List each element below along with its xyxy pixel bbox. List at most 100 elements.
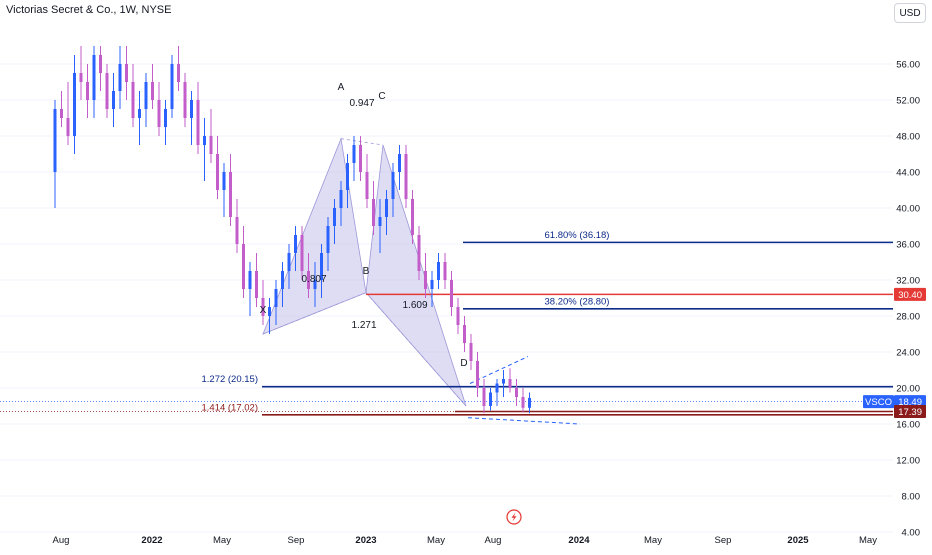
candle-body (281, 271, 284, 289)
pattern-ratio: 1.609 (402, 300, 427, 311)
candle-body (515, 388, 518, 397)
pattern-ratio: 1.271 (351, 320, 376, 331)
candle-body (495, 383, 499, 393)
candle-body (229, 172, 232, 217)
x-tick-label: May (859, 535, 877, 546)
candle-body (196, 100, 200, 145)
candle-body (268, 307, 271, 316)
candle-body (222, 172, 226, 190)
pattern-ratio: 0.947 (349, 98, 374, 109)
candle-body (53, 109, 57, 172)
candle-body (326, 226, 330, 253)
y-tick-label: 56.00 (896, 60, 920, 71)
candle-body (320, 253, 323, 280)
candle-body (346, 163, 349, 190)
currency-button[interactable]: USD (894, 3, 926, 23)
candle-body (242, 244, 245, 289)
candle-body (456, 307, 460, 325)
candle-body (170, 64, 174, 109)
candle-body (404, 154, 408, 199)
candle-body (469, 343, 473, 361)
pattern-point-d: D (460, 358, 467, 369)
candle-body (60, 109, 63, 118)
candle-body (125, 64, 128, 82)
candle-body (411, 199, 414, 235)
y-tick-label: 12.00 (896, 456, 920, 467)
candle-body (463, 325, 466, 343)
pattern-point-b: B (363, 266, 370, 277)
candle-body (209, 136, 213, 154)
candle-body (476, 361, 479, 388)
channel-lower-line[interactable] (467, 417, 581, 425)
candle-body (339, 190, 343, 208)
candle-body (300, 235, 304, 271)
fib-level-label: 38.20% (28.80) (545, 296, 610, 307)
candle-body (138, 109, 141, 118)
price-badge-text: 18.49 (898, 397, 922, 408)
candle-body (294, 235, 297, 253)
x-tick-label: 2025 (787, 535, 809, 546)
y-tick-label: 52.00 (896, 96, 920, 107)
x-tick-label: Sep (715, 535, 732, 546)
pattern-point-c: C (378, 91, 385, 102)
candles (53, 46, 531, 414)
candle-body (372, 199, 375, 226)
candle-body (248, 271, 252, 289)
fib-level-label: 1.272 (20.15) (201, 374, 258, 385)
candle-body (183, 82, 187, 118)
candle-body (508, 379, 512, 388)
price-axis[interactable]: 4.00 8.00 12.00 16.00 20.00 24.00 28.00 32.00 36… (896, 60, 920, 539)
candle-body (489, 392, 492, 406)
candle-body (216, 154, 219, 190)
pattern-point-a: A (338, 82, 345, 93)
candle-body (203, 136, 206, 145)
fib-level-label: 1.414 (17.02) (201, 402, 258, 413)
y-tick-label: 48.00 (896, 132, 920, 143)
x-tick-label: Aug (485, 535, 502, 546)
x-tick-label: 2022 (141, 535, 162, 546)
time-axis[interactable]: Aug 2022 May Sep 2023 May Aug 2024 May Sep 2025 May (53, 535, 878, 546)
candle-body (99, 55, 102, 73)
candle-body (450, 280, 453, 307)
x-tick-label: 2024 (568, 535, 590, 546)
candle-body (79, 73, 83, 82)
pattern-ac-line (340, 138, 384, 146)
candle-body (398, 154, 401, 172)
pattern-labels: X A B C D 0.807 0.947 1.271 1.609 (260, 82, 468, 369)
lightning-icon[interactable] (506, 509, 522, 525)
price-badge (894, 404, 926, 418)
candle-body (437, 262, 440, 280)
price-badge (894, 287, 926, 301)
fib-levels[interactable]: 61.80% (36.18) 38.20% (28.80) 1.272 (20.15… (0, 230, 893, 425)
y-tick-label: 20.00 (896, 384, 920, 395)
channel-upper-line[interactable] (469, 356, 529, 384)
grid (0, 63, 893, 533)
pattern-ratio: 0.807 (301, 274, 326, 285)
candle-body (385, 199, 388, 217)
y-tick-label: 28.00 (896, 312, 920, 323)
candle-body (274, 289, 278, 307)
y-tick-label: 32.00 (896, 276, 920, 287)
candle-body (151, 82, 154, 100)
candle-body (352, 145, 356, 163)
candle-body (105, 73, 109, 109)
candle-body (118, 64, 122, 91)
candle-body (430, 280, 434, 289)
price-badge-text: 17.39 (898, 407, 922, 418)
candle-body (255, 271, 258, 298)
pattern-xb-line (262, 292, 367, 335)
symbol-badge (863, 395, 894, 409)
candle-body (307, 271, 310, 289)
candle-body (112, 91, 115, 109)
candle-body (333, 208, 336, 226)
candle-body (502, 379, 505, 384)
candle-body (177, 64, 180, 82)
y-tick-label: 8.00 (902, 492, 921, 503)
symbol-badge-text: VSCO (865, 397, 892, 408)
y-tick-label: 24.00 (896, 348, 920, 359)
candle-body (521, 397, 525, 408)
pattern-bd-line (365, 292, 467, 407)
